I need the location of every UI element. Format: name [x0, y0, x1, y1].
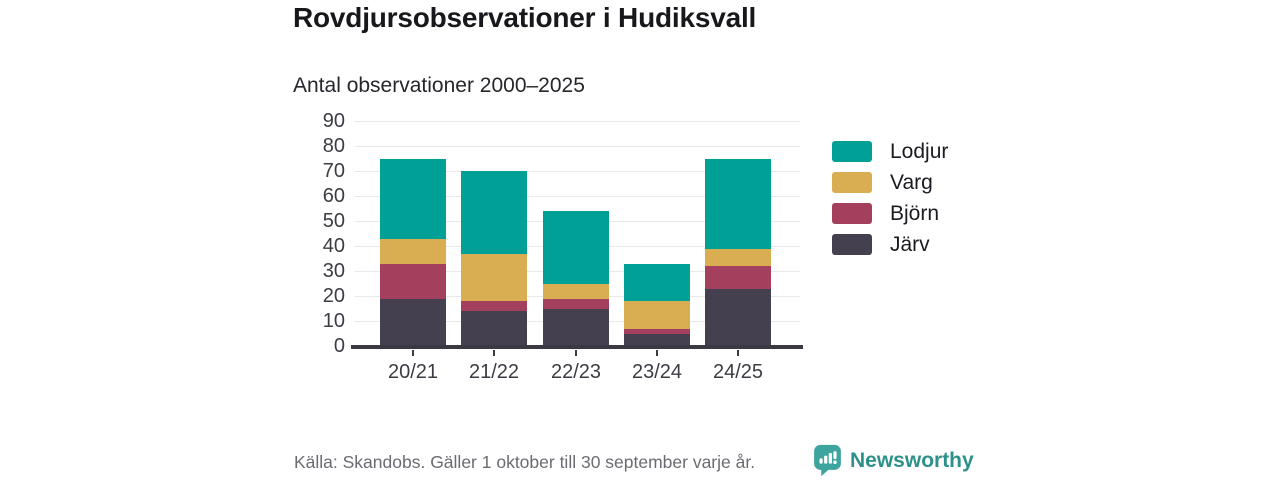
bar-segment-varg-24-25: [705, 248, 771, 266]
legend-swatch-varg: [832, 172, 872, 193]
x-axis-tick: [412, 350, 414, 356]
legend-swatch-lodjur: [832, 141, 872, 162]
bar-segment-lodjur-21-22: [461, 171, 527, 254]
bar-segment-björn-22-23: [543, 298, 609, 309]
x-axis-tick-label: 23/24: [631, 361, 683, 383]
gridline-y60: [355, 196, 800, 197]
bar-segment-lodjur-23-24: [624, 263, 690, 301]
legend: Lodjur Varg Björn Järv: [832, 139, 949, 265]
legend-label: Björn: [890, 201, 940, 225]
bar-segment-järv-24-25: [705, 288, 771, 346]
gridline-y90: [355, 121, 800, 122]
legend-swatch-björn: [832, 203, 872, 224]
y-axis-tick-label: 60: [322, 185, 345, 207]
x-axis-tick-label: 22/23: [550, 361, 602, 383]
x-axis-tick-label: 20/21: [387, 361, 439, 383]
chart-title: Rovdjursobservationer i Hudiksvall: [293, 2, 757, 33]
bar-segment-björn-24-25: [705, 266, 771, 289]
y-axis-tick-label: 40: [322, 235, 345, 257]
y-axis-tick-label: 10: [322, 310, 345, 332]
x-axis-tick: [493, 350, 495, 356]
bar-segment-järv-20-21: [380, 298, 446, 346]
bar-segment-varg-20-21: [380, 238, 446, 264]
x-axis-tick: [656, 350, 658, 356]
bar-segment-björn-21-22: [461, 301, 527, 311]
y-axis-tick-label: 50: [322, 210, 345, 232]
x-axis-tick: [737, 350, 739, 356]
y-axis-tick-label: 90: [322, 110, 345, 132]
legend-item-varg: Varg: [832, 170, 948, 194]
legend-label: Järv: [890, 232, 930, 256]
chart-subtitle: Antal observationer 2000–2025: [293, 74, 585, 97]
newsworthy-wordmark: Newsworthy: [850, 448, 974, 472]
y-axis-tick-label: 20: [322, 285, 345, 307]
source-note: Källa: Skandobs. Gäller 1 oktober till 3…: [294, 452, 756, 472]
bar-segment-järv-23-24: [624, 333, 690, 346]
bar-segment-björn-23-24: [624, 328, 690, 334]
y-axis-tick-label: 30: [322, 260, 345, 282]
gridline-y70: [355, 171, 800, 172]
y-axis-tick-label: 70: [322, 160, 345, 182]
bar-segment-lodjur-20-21: [380, 158, 446, 239]
x-axis-tick-label: 24/25: [712, 361, 764, 383]
bar-segment-varg-22-23: [543, 283, 609, 299]
newsworthy-icon: [813, 444, 842, 477]
bar-segment-varg-21-22: [461, 253, 527, 301]
legend-item-björn: Björn: [832, 201, 948, 225]
bar-segment-järv-21-22: [461, 311, 527, 346]
bar-segment-varg-23-24: [624, 301, 690, 329]
legend-item-järv: Järv: [832, 232, 948, 256]
legend-label: Lodjur: [890, 139, 949, 163]
newsworthy-logo: Newsworthy: [813, 444, 974, 477]
bar-segment-lodjur-24-25: [705, 158, 771, 249]
legend-label: Varg: [890, 170, 933, 194]
plot-area: 0 10 20 30 40 50 60 70 80 90 20/21 21/22 22/23 23/24 2…: [323, 110, 803, 383]
legend-item-lodjur: Lodjur: [832, 139, 949, 163]
legend-swatch-järv: [832, 234, 872, 255]
y-axis-tick-label: 0: [333, 335, 345, 357]
y-axis-tick-label: 80: [322, 135, 345, 157]
x-axis-line: [351, 345, 803, 349]
bar-segment-björn-20-21: [380, 263, 446, 299]
x-axis-tick-label: 21/22: [468, 361, 520, 383]
x-axis-tick: [575, 350, 577, 356]
bar-segment-järv-22-23: [543, 308, 609, 346]
bar-segment-lodjur-22-23: [543, 211, 609, 284]
gridline-y80: [355, 146, 800, 147]
